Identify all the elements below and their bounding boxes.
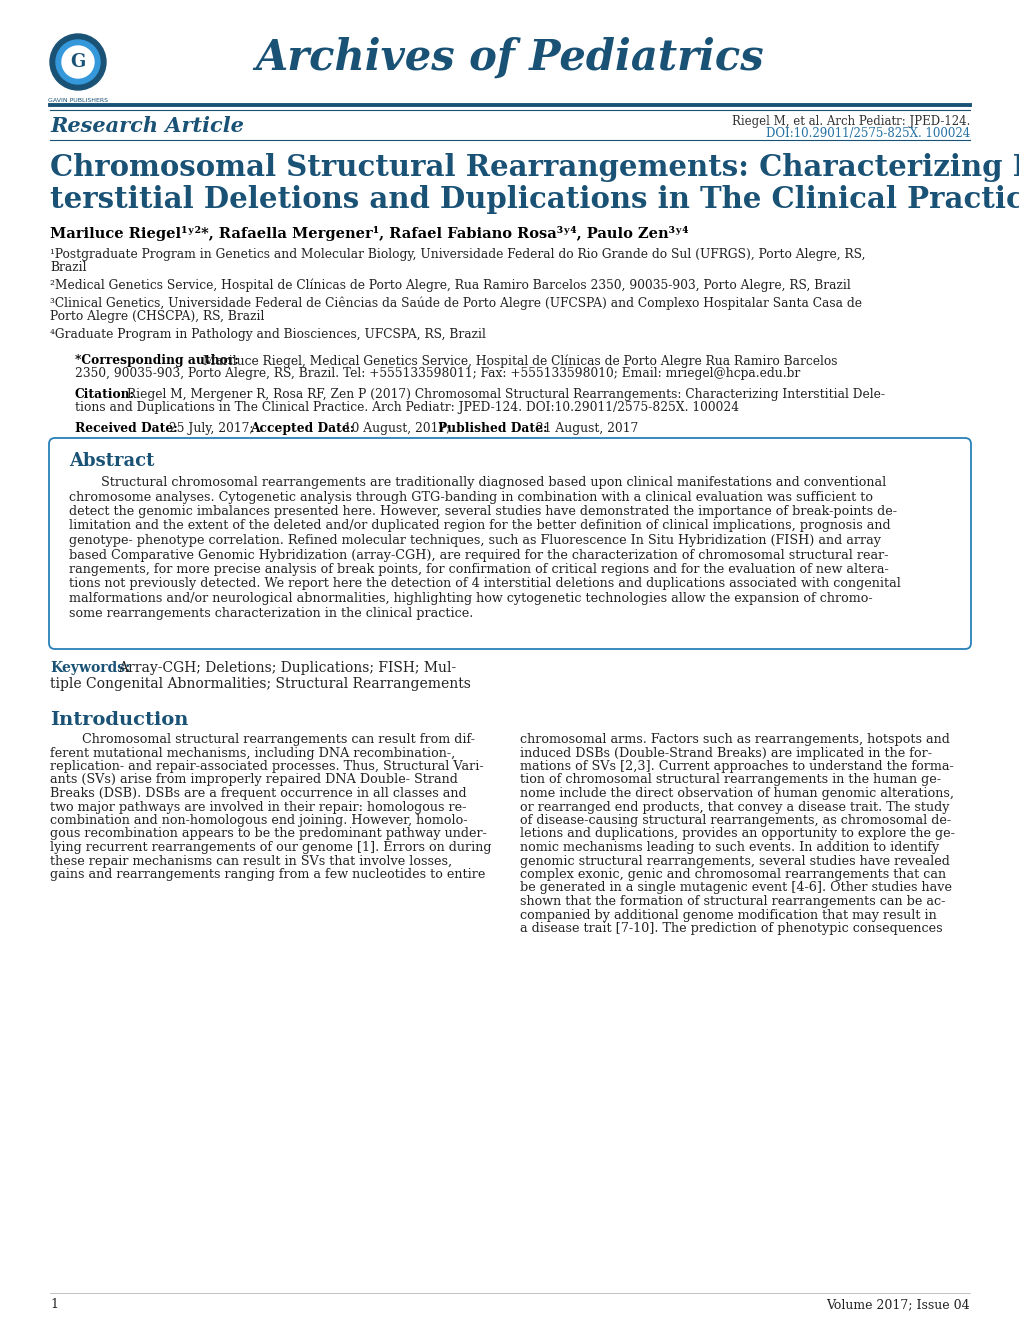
Text: two major pathways are involved in their repair: homologous re-: two major pathways are involved in their… — [50, 800, 466, 813]
Text: shown that the formation of structural rearrangements can be ac-: shown that the formation of structural r… — [520, 895, 945, 908]
Text: Volume 2017; Issue 04: Volume 2017; Issue 04 — [825, 1298, 969, 1311]
Text: Introduction: Introduction — [50, 711, 189, 729]
Text: some rearrangements characterization in the clinical practice.: some rearrangements characterization in … — [69, 606, 473, 619]
Text: detect the genomic imbalances presented here. However, several studies have demo: detect the genomic imbalances presented … — [69, 506, 896, 517]
Text: ants (SVs) arise from improperly repaired DNA Double- Strand: ants (SVs) arise from improperly repaire… — [50, 774, 458, 787]
Text: Porto Alegre (CHSCPA), RS, Brazil: Porto Alegre (CHSCPA), RS, Brazil — [50, 310, 264, 323]
Text: chromosomal arms. Factors such as rearrangements, hotspots and: chromosomal arms. Factors such as rearra… — [520, 733, 949, 746]
Text: Brazil: Brazil — [50, 261, 87, 275]
Text: combination and non-homologous end joining. However, homolo-: combination and non-homologous end joini… — [50, 814, 467, 828]
Text: tion of chromosomal structural rearrangements in the human ge-: tion of chromosomal structural rearrange… — [520, 774, 941, 787]
Text: Breaks (DSB). DSBs are a frequent occurrence in all classes and: Breaks (DSB). DSBs are a frequent occurr… — [50, 787, 466, 800]
Text: rangements, for more precise analysis of break points, for confirmation of criti: rangements, for more precise analysis of… — [69, 564, 888, 576]
Text: a disease trait [7-10]. The prediction of phenotypic consequences: a disease trait [7-10]. The prediction o… — [520, 921, 942, 935]
Text: or rearranged end products, that convey a disease trait. The study: or rearranged end products, that convey … — [520, 800, 949, 813]
Text: Riegel M, et al. Arch Pediatr: JPED-124.: Riegel M, et al. Arch Pediatr: JPED-124. — [731, 115, 969, 128]
Text: *Corresponding author:: *Corresponding author: — [75, 354, 238, 367]
Text: Chromosomal structural rearrangements can result from dif-: Chromosomal structural rearrangements ca… — [50, 733, 475, 746]
Text: 21 August, 2017: 21 August, 2017 — [532, 422, 638, 436]
Text: Research Article: Research Article — [50, 116, 244, 136]
Text: Citation:: Citation: — [75, 388, 135, 401]
Text: 25 July, 2017;: 25 July, 2017; — [165, 422, 257, 436]
Text: be generated in a single mutagenic event [4-6]. Other studies have: be generated in a single mutagenic event… — [520, 882, 951, 895]
Text: ⁴Graduate Program in Pathology and Biosciences, UFCSPA, RS, Brazil: ⁴Graduate Program in Pathology and Biosc… — [50, 327, 485, 341]
Text: ferent mutational mechanisms, including DNA recombination-,: ferent mutational mechanisms, including … — [50, 747, 454, 759]
Text: genotype- phenotype correlation. Refined molecular techniques, such as Fluoresce: genotype- phenotype correlation. Refined… — [69, 535, 880, 546]
Text: Structural chromosomal rearrangements are traditionally diagnosed based upon cli: Structural chromosomal rearrangements ar… — [69, 477, 886, 488]
Text: Chromosomal Structural Rearrangements: Characterizing In-: Chromosomal Structural Rearrangements: C… — [50, 153, 1019, 182]
Text: tions and Duplications in The Clinical Practice. Arch Pediatr: JPED-124. DOI:10.: tions and Duplications in The Clinical P… — [75, 401, 739, 414]
Text: based Comparative Genomic Hybridization (array-CGH), are required for the charac: based Comparative Genomic Hybridization … — [69, 549, 888, 561]
FancyBboxPatch shape — [49, 438, 970, 649]
Text: companied by additional genome modification that may result in: companied by additional genome modificat… — [520, 908, 935, 921]
Text: 2350, 90035-903, Porto Alegre, RS, Brazil. Tel: +555133598011; Fax: +55513359801: 2350, 90035-903, Porto Alegre, RS, Brazi… — [75, 367, 800, 380]
Text: Keywords:: Keywords: — [50, 661, 130, 675]
Text: Received Date:: Received Date: — [75, 422, 177, 436]
Text: replication- and repair-associated processes. Thus, Structural Vari-: replication- and repair-associated proce… — [50, 760, 483, 774]
Text: gous recombination appears to be the predominant pathway under-: gous recombination appears to be the pre… — [50, 828, 486, 841]
Text: malformations and/or neurological abnormalities, highlighting how cytogenetic te: malformations and/or neurological abnorm… — [69, 591, 872, 605]
Circle shape — [56, 40, 100, 84]
Text: ¹Postgraduate Program in Genetics and Molecular Biology, Universidade Federal do: ¹Postgraduate Program in Genetics and Mo… — [50, 248, 865, 261]
Text: 10 August, 2017;: 10 August, 2017; — [339, 422, 453, 436]
Text: ²Medical Genetics Service, Hospital de Clínicas de Porto Alegre, Rua Ramiro Barc: ²Medical Genetics Service, Hospital de C… — [50, 279, 850, 293]
Text: chromosome analyses. Cytogenetic analysis through GTG-banding in combination wit: chromosome analyses. Cytogenetic analysi… — [69, 491, 872, 503]
Text: Published Date:: Published Date: — [437, 422, 547, 436]
Text: lying recurrent rearrangements of our genome [1]. Errors on during: lying recurrent rearrangements of our ge… — [50, 841, 491, 854]
Text: G: G — [70, 53, 86, 71]
Text: terstitial Deletions and Duplications in The Clinical Practice: terstitial Deletions and Duplications in… — [50, 185, 1019, 214]
Text: tions not previously detected. We report here the detection of 4 interstitial de: tions not previously detected. We report… — [69, 578, 900, 590]
Text: Riegel M, Mergener R, Rosa RF, Zen P (2017) Chromosomal Structural Rearrangement: Riegel M, Mergener R, Rosa RF, Zen P (20… — [127, 388, 884, 401]
Text: tiple Congenital Abnormalities; Structural Rearrangements: tiple Congenital Abnormalities; Structur… — [50, 677, 471, 690]
Text: ³Clinical Genetics, Universidade Federal de Ciências da Saúde de Porto Alegre (U: ³Clinical Genetics, Universidade Federal… — [50, 297, 861, 310]
Text: Accepted Date:: Accepted Date: — [250, 422, 354, 436]
Text: mations of SVs [2,3]. Current approaches to understand the forma-: mations of SVs [2,3]. Current approaches… — [520, 760, 953, 774]
Text: of disease-causing structural rearrangements, as chromosomal de-: of disease-causing structural rearrangem… — [520, 814, 950, 828]
Text: genomic structural rearrangements, several studies have revealed: genomic structural rearrangements, sever… — [520, 854, 949, 867]
Text: Archives of Pediatrics: Archives of Pediatrics — [256, 37, 763, 79]
Text: complex exonic, genic and chromosomal rearrangements that can: complex exonic, genic and chromosomal re… — [520, 869, 946, 880]
Text: Mariluce Riegel¹ʸ²*, Rafaella Mergener¹, Rafael Fabiano Rosa³ʸ⁴, Paulo Zen³ʸ⁴: Mariluce Riegel¹ʸ²*, Rafaella Mergener¹,… — [50, 226, 688, 242]
Text: Array-CGH; Deletions; Duplications; FISH; Mul-: Array-CGH; Deletions; Duplications; FISH… — [118, 661, 455, 675]
Text: Abstract: Abstract — [69, 451, 154, 470]
Text: nomic mechanisms leading to such events. In addition to identify: nomic mechanisms leading to such events.… — [520, 841, 938, 854]
Text: nome include the direct observation of human genomic alterations,: nome include the direct observation of h… — [520, 787, 953, 800]
Text: Mariluce Riegel, Medical Genetics Service, Hospital de Clínicas de Porto Alegre : Mariluce Riegel, Medical Genetics Servic… — [203, 354, 837, 367]
Text: letions and duplications, provides an opportunity to explore the ge-: letions and duplications, provides an op… — [520, 828, 954, 841]
Text: induced DSBs (Double-Strand Breaks) are implicated in the for-: induced DSBs (Double-Strand Breaks) are … — [520, 747, 931, 759]
Text: gains and rearrangements ranging from a few nucleotides to entire: gains and rearrangements ranging from a … — [50, 869, 485, 880]
Circle shape — [62, 46, 94, 78]
Circle shape — [50, 34, 106, 90]
Text: 1: 1 — [50, 1298, 58, 1311]
Text: these repair mechanisms can result in SVs that involve losses,: these repair mechanisms can result in SV… — [50, 854, 451, 867]
Text: GAVIN PUBLISHERS: GAVIN PUBLISHERS — [48, 98, 108, 103]
Text: limitation and the extent of the deleted and/or duplicated region for the better: limitation and the extent of the deleted… — [69, 520, 890, 532]
Text: DOI:10.29011/2575-825X. 100024: DOI:10.29011/2575-825X. 100024 — [765, 127, 969, 140]
